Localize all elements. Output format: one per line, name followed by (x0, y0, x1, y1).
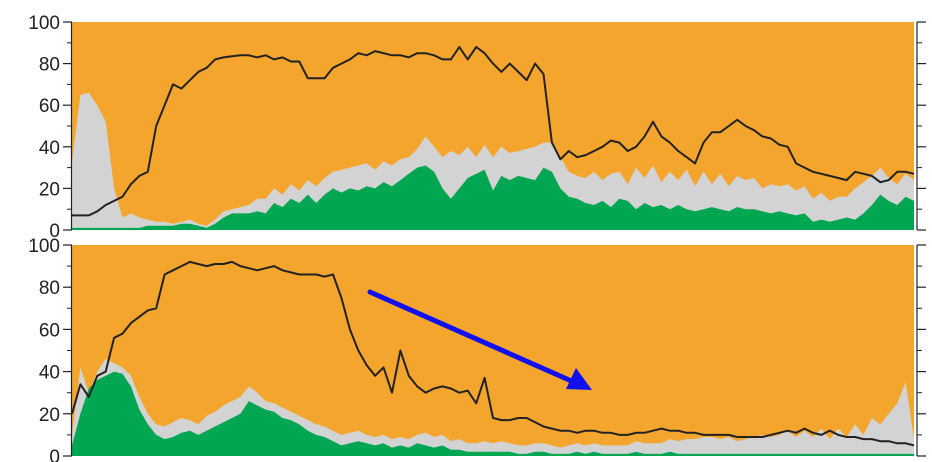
top-gray-area (72, 92, 914, 230)
trend-arrow-head (566, 368, 592, 390)
top-ytick-label-0: 0 (49, 221, 60, 242)
bottom-ytick-label-60: 60 (39, 320, 60, 341)
bottom-chart-panel: 0 20 40 60 80 100 (28, 236, 926, 462)
bottom-ytick-label-20: 20 (39, 405, 60, 426)
trend-arrow-shaft (367, 289, 579, 386)
bottom-green-area (72, 371, 914, 456)
top-ytick-label-100: 100 (28, 13, 60, 34)
top-ytick-label-60: 60 (39, 96, 60, 117)
trend-arrow (367, 289, 592, 390)
bottom-orange-area (72, 245, 914, 456)
top-ytick-label-80: 80 (39, 55, 60, 76)
top-line-series (72, 46, 915, 217)
bottom-ytick-label-80: 80 (39, 278, 60, 299)
bottom-ytick-label-40: 40 (39, 363, 60, 384)
top-chart-panel: 0 20 40 60 80 100 (28, 13, 926, 242)
top-ytick-label-40: 40 (39, 138, 60, 159)
bottom-ytick-label-100: 100 (28, 236, 60, 257)
top-ytick-label-20: 20 (39, 179, 60, 200)
bottom-line-series (71, 260, 915, 447)
top-green-area (72, 165, 914, 230)
bottom-ytick-label-0: 0 (49, 447, 60, 462)
